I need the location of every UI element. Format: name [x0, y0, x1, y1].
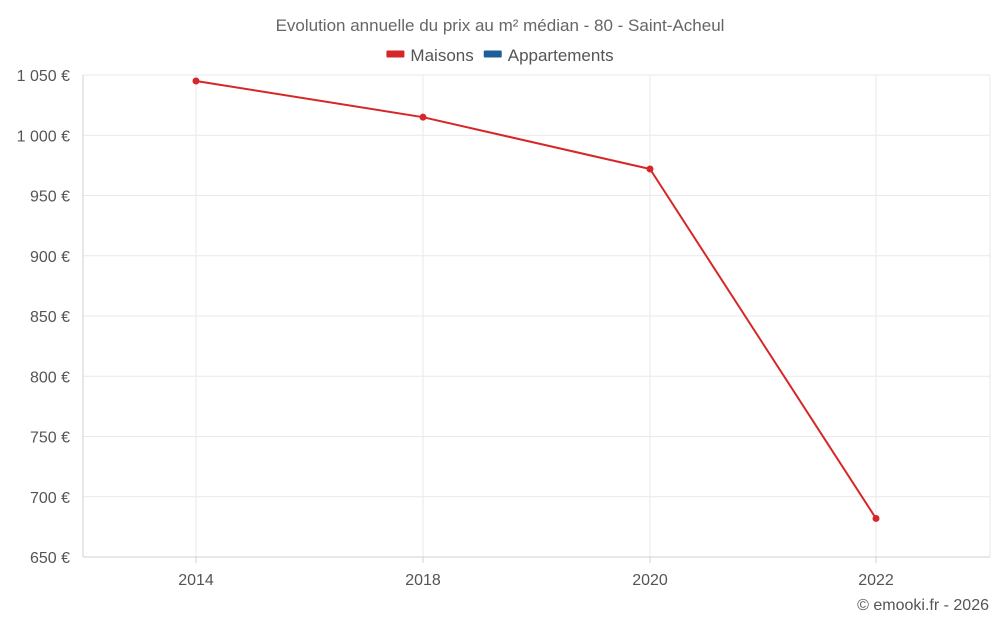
data-point-maisons-2018[interactable]: [419, 113, 427, 121]
y-axis: 650 € 700 € 750 € 800 € 850 € 900 € 950 € 1 000…: [17, 68, 84, 567]
legend-item-maisons[interactable]: Maisons: [386, 46, 474, 65]
legend-label: Maisons: [410, 46, 473, 65]
data-point-maisons-2020[interactable]: [646, 165, 654, 173]
y-tick-label: 800 €: [30, 369, 70, 386]
y-tick-label: 650 €: [30, 550, 70, 567]
grid: [82, 74, 991, 558]
series-group: [192, 77, 880, 522]
x-tick-label: 2018: [405, 572, 441, 589]
x-tick-label: 2022: [858, 572, 894, 589]
y-tick-label: 700 €: [30, 490, 70, 507]
x-axis: 2014 2018 2020 2022: [83, 556, 990, 589]
x-tick-label: 2020: [632, 572, 668, 589]
data-point-maisons-2014[interactable]: [192, 77, 200, 85]
chart-title: Evolution annuelle du prix au m² médian …: [276, 16, 725, 35]
legend-item-appartements[interactable]: Appartements: [483, 46, 614, 65]
legend: Maisons Appartements: [386, 46, 614, 65]
y-tick-label: 1 050 €: [17, 68, 70, 85]
x-tick-label: 2014: [178, 572, 214, 589]
y-tick-label: 850 €: [30, 309, 70, 326]
y-tick-label: 750 €: [30, 430, 70, 447]
y-tick-label: 900 €: [30, 249, 70, 266]
legend-label: Appartements: [508, 46, 614, 65]
y-tick-label: 1 000 €: [17, 128, 70, 145]
data-point-maisons-2022[interactable]: [872, 514, 880, 522]
y-tick-label: 950 €: [30, 189, 70, 206]
legend-swatch: [483, 50, 502, 58]
series-line-maisons: [195, 80, 877, 519]
legend-swatch: [386, 50, 405, 58]
credit-text: © emooki.fr - 2026: [857, 597, 989, 614]
